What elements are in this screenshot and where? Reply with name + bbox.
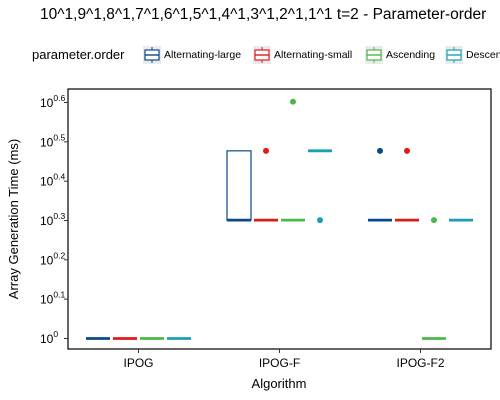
y-tick-label-5: 100.5 (40, 132, 65, 149)
x-tick-label-ipog: IPOG (123, 356, 153, 370)
outlier-alternating-small-1-0 (263, 147, 269, 154)
outlier-alternating-large-2-0 (377, 147, 383, 154)
legend-title: parameter.order (32, 47, 125, 62)
chart-marks (86, 98, 473, 340)
y-tick-label-1: 100.1 (40, 290, 65, 307)
x-tick-label-ipog-f: IPOG-F (259, 356, 300, 370)
chart-title: 10^1,9^1,8^1,7^1,6^1,5^1,4^1,3^1,2^1,1^1… (40, 6, 487, 23)
box-ascending-ipog-f (281, 98, 305, 222)
legend-key-alternating-small (253, 46, 271, 64)
plot-panel (67, 88, 492, 350)
y-tick-label-4: 100.4 (40, 172, 65, 189)
legend-label-ascending: Ascending (386, 49, 436, 61)
y-tick-label-2: 100.2 (40, 250, 65, 267)
outlier-ascending-2-0 (431, 217, 437, 224)
y-tick-label-3: 100.3 (40, 211, 65, 228)
legend-key-descending (445, 46, 463, 64)
y-tick-label-6: 100.6 (40, 93, 65, 110)
y-axis-title: Array Generation Time (ms) (6, 139, 21, 299)
legend-label-alternating-large: Alternating-large (164, 49, 242, 61)
y-axis: 100 100.1 100.2 100.3 100.4 100.5 100.6 (40, 93, 68, 346)
legend-label-alternating-small: Alternating-small (274, 49, 353, 61)
outlier-ascending-1-0 (290, 98, 296, 105)
box-alternating-small-ipog-f (254, 147, 278, 222)
box-ascending-ipog-f2 (422, 217, 446, 340)
x-tick-label-ipog-f2: IPOG-F2 (396, 356, 444, 370)
box-body-alternating-large-1 (226, 150, 252, 221)
box-alternating-large-ipog-f2 (368, 147, 392, 222)
legend-key-ascending (365, 46, 383, 64)
legend-key-alternating-large (143, 46, 161, 64)
box-alternating-small-ipog-f2 (395, 147, 419, 222)
box-alternating-large-ipog-f (226, 150, 252, 222)
y-tick-label-0: 100 (40, 329, 58, 346)
x-axis: IPOG IPOG-F IPOG-F2 (123, 349, 445, 370)
legend-label-descending: Descending (466, 49, 500, 61)
outlier-descending-1-0 (317, 217, 323, 224)
x-axis-title: Algorithm (252, 376, 307, 391)
outlier-alternating-small-2-0 (404, 147, 410, 154)
box-descending-ipog-f (308, 149, 332, 224)
